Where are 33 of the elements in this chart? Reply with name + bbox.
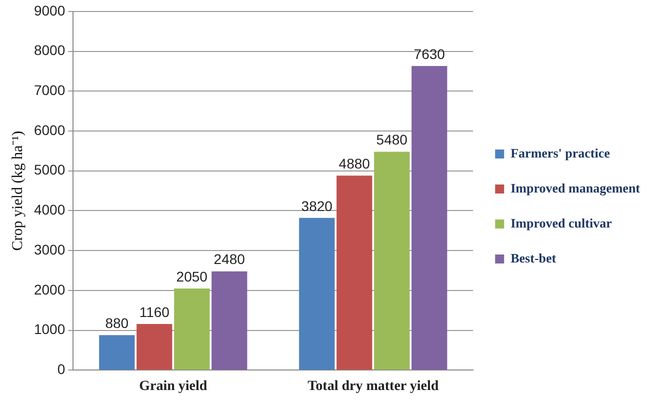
x-tick-label: Total dry matter yield: [308, 379, 439, 394]
x-tick-label: Grain yield: [139, 379, 208, 394]
data-label: 7630: [414, 46, 446, 62]
y-tick-label: 4000: [34, 202, 66, 218]
data-label: 880: [105, 314, 129, 331]
bar: [336, 176, 372, 370]
legend-label: Improved management: [510, 180, 641, 196]
y-tick-label: 6000: [34, 122, 66, 138]
legend-label: Farmers' practice: [510, 145, 610, 160]
bar: [136, 324, 172, 370]
y-axis-title: Crop yield (kg ha⁻¹): [10, 130, 26, 251]
bar: [99, 335, 135, 370]
bar: [212, 271, 248, 370]
y-tick-label: 3000: [34, 241, 66, 258]
y-tick-label: 5000: [34, 162, 66, 178]
legend-label: Best-bet: [510, 250, 557, 266]
bar: [374, 152, 410, 370]
y-tick-label: 1000: [34, 321, 66, 338]
bar: [174, 288, 210, 370]
y-tick-label: 9000: [34, 2, 66, 18]
data-label: 2480: [214, 251, 246, 268]
y-tick-label: 0: [57, 361, 66, 378]
data-label: 4880: [338, 156, 370, 172]
legend-label: Improved cultivar: [510, 215, 612, 230]
bar: [412, 66, 448, 370]
data-label: 1160: [139, 304, 170, 320]
data-label: 3820: [301, 198, 333, 214]
y-tick-label: 2000: [34, 281, 66, 298]
bar: [299, 218, 335, 370]
y-tick-label: 8000: [34, 42, 66, 58]
data-label: 2050: [176, 268, 208, 284]
y-tick-label: 7000: [34, 82, 66, 98]
data-label: 5480: [376, 132, 408, 148]
